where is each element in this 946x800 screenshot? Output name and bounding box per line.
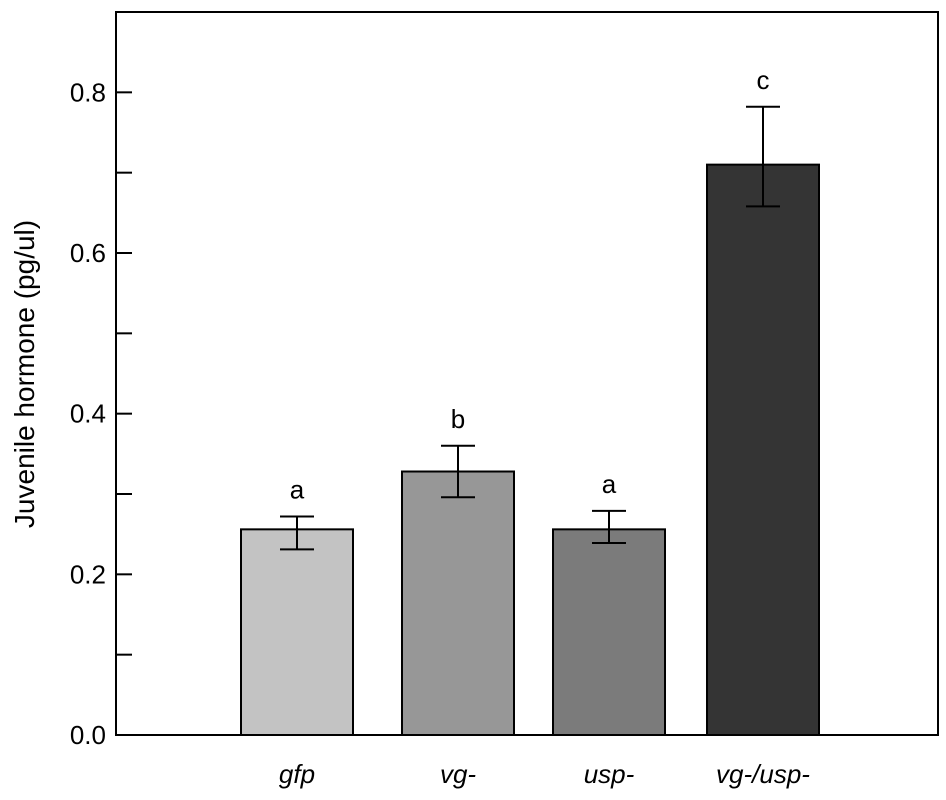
y-axis-title: Juvenile hormone (pg/ul) bbox=[9, 220, 40, 528]
y-axis: 0.0 0.2 0.4 0.6 0.8 bbox=[70, 77, 132, 750]
x-category-label: vg- bbox=[440, 759, 476, 789]
y-tick-label: 0.2 bbox=[70, 559, 106, 589]
bar-usp bbox=[552, 528, 666, 737]
significance-letters: a b a c bbox=[290, 65, 770, 505]
plot-frame bbox=[115, 11, 939, 736]
significance-letter: b bbox=[451, 404, 465, 434]
x-category-label: vg-/usp- bbox=[716, 759, 810, 789]
y-tick-label: 0.6 bbox=[70, 238, 106, 268]
bar-vg bbox=[401, 470, 515, 736]
x-category-label: gfp bbox=[279, 759, 315, 789]
x-category-label: usp- bbox=[584, 759, 635, 789]
y-tick-label: 0.8 bbox=[70, 77, 106, 107]
bar-gfp bbox=[240, 528, 354, 737]
error-bars bbox=[280, 105, 780, 551]
bars bbox=[240, 163, 820, 737]
significance-letter: c bbox=[757, 65, 770, 95]
significance-letter: a bbox=[602, 469, 617, 499]
x-axis: gfp vg-usp-vg-/usp- bbox=[279, 759, 810, 789]
bar-vg-usp bbox=[706, 163, 820, 736]
y-tick-label: 0.4 bbox=[70, 399, 106, 429]
y-tick-label: 0.0 bbox=[70, 720, 106, 750]
significance-letter: a bbox=[290, 474, 305, 504]
